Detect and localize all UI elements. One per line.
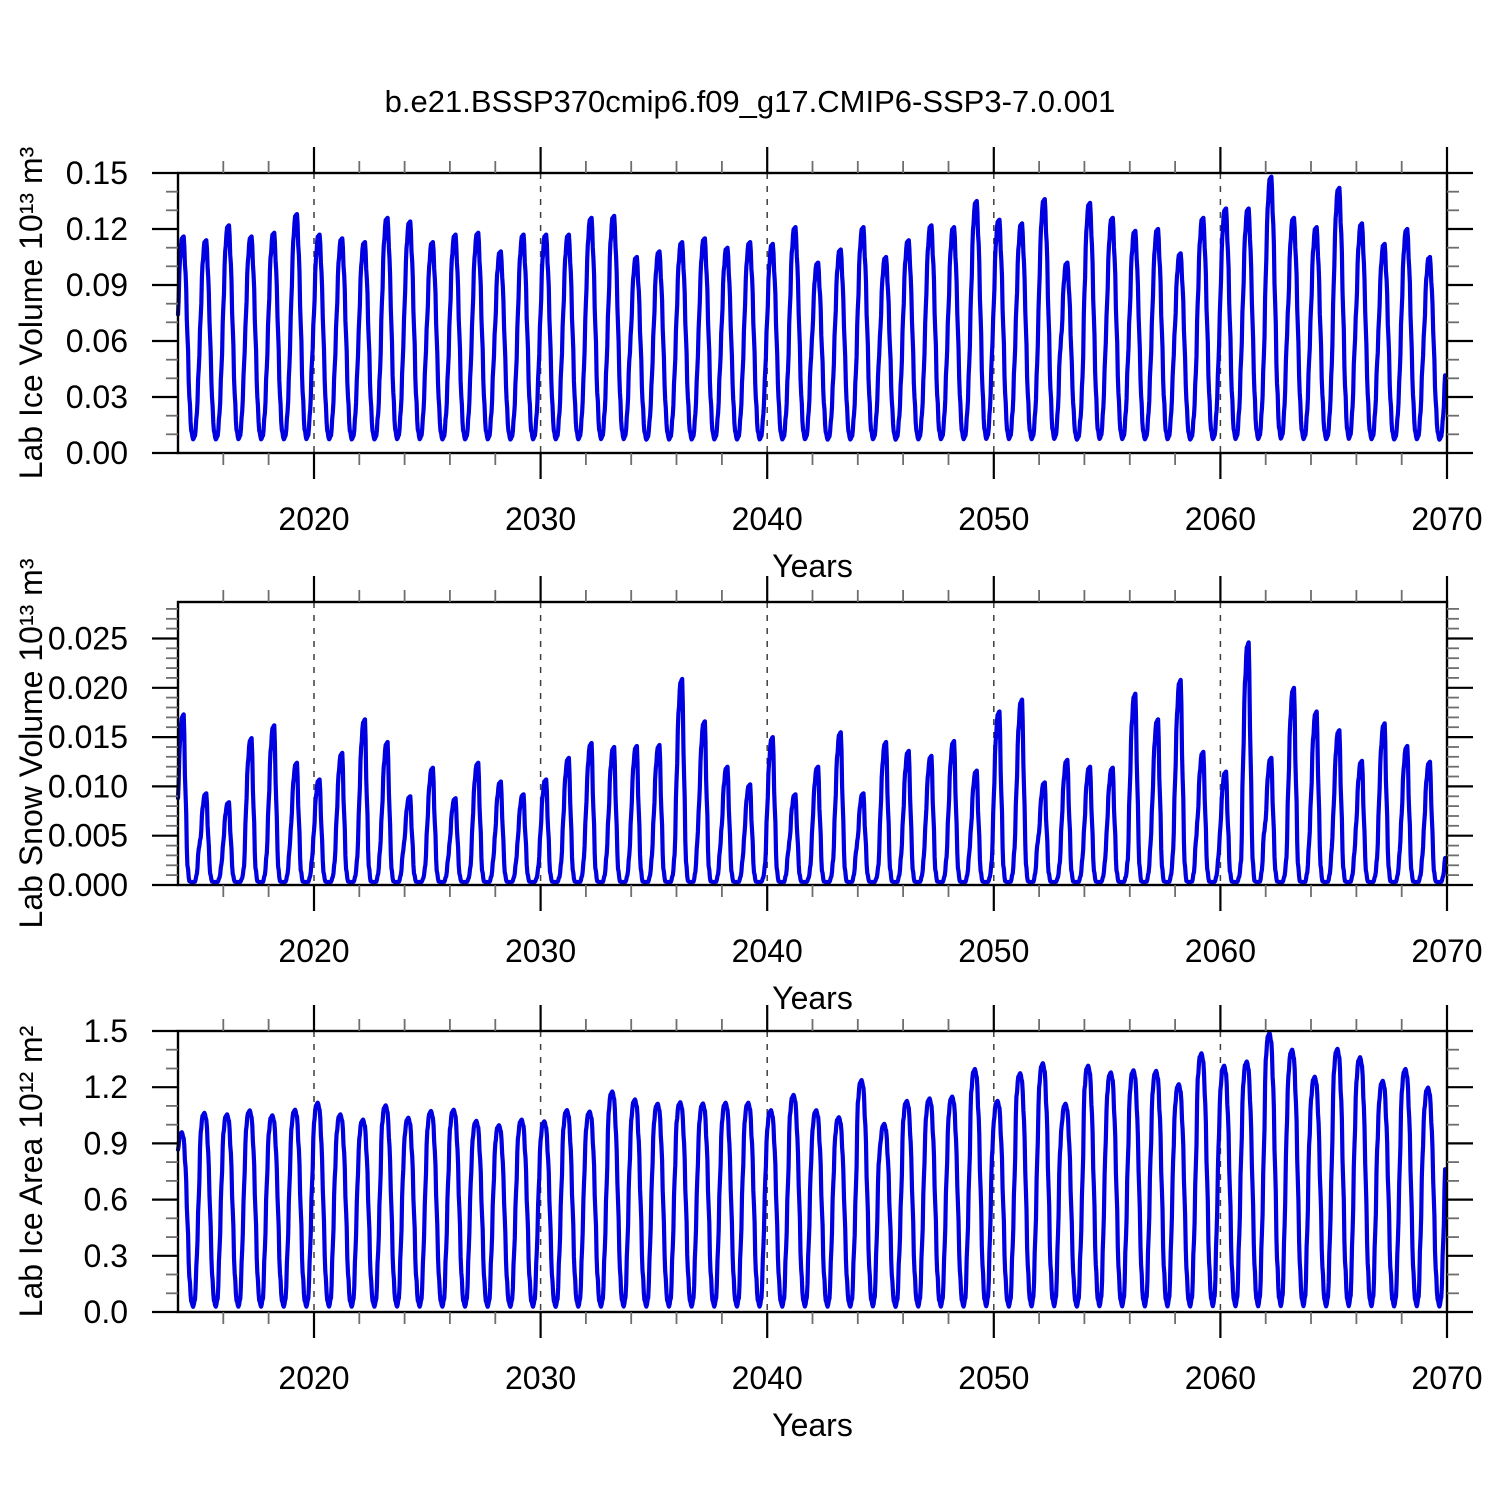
y-tick-label: 0.0 [84, 1294, 128, 1330]
series-line-ice-volume [175, 174, 1448, 442]
x-tick-label: 2020 [278, 501, 349, 537]
series-line-snow-volume [175, 640, 1448, 885]
x-tick-label: 2050 [958, 501, 1029, 537]
x-tick-label: 2040 [732, 933, 803, 969]
chart-title: b.e21.BSSP370cmip6.f09_g17.CMIP6-SSP3-7.… [385, 84, 1116, 119]
x-tick-label: 2020 [278, 1360, 349, 1396]
y-axis-label: Lab Snow Volume 10¹³ m³ [13, 558, 49, 928]
x-tick-label: 2040 [732, 1360, 803, 1396]
axes [152, 576, 1473, 911]
y-tick-label: 0.015 [48, 719, 128, 755]
panel-lab-ice-volume: 0.00 0.03 0.06 0.09 0.12 0.15 2020 2030 2040 2050… [13, 146, 1483, 584]
y-tick-label: 0.025 [48, 621, 128, 657]
x-tick-label: 2060 [1185, 1360, 1256, 1396]
y-tick-label: 0.6 [84, 1182, 128, 1218]
y-tick-label: 0.15 [66, 155, 128, 191]
x-tick-label: 2040 [732, 501, 803, 537]
x-tick-label: 2050 [958, 1360, 1029, 1396]
y-tick-label: 0.005 [48, 818, 128, 854]
x-tick-label: 2060 [1185, 501, 1256, 537]
gridlines [313, 1031, 1222, 1312]
y-tick-label: 0.00 [66, 435, 128, 471]
y-tick-label: 0.12 [66, 211, 128, 247]
series-line-ice-area [175, 1030, 1448, 1309]
y-tick-label: 0.010 [48, 768, 128, 804]
x-tick-label: 2060 [1185, 933, 1256, 969]
x-axis-label: Years [772, 980, 853, 1016]
y-tick-label: 0.06 [66, 323, 128, 359]
y-tick-label: 1.5 [84, 1013, 128, 1049]
x-axis-label: Years [772, 1407, 853, 1443]
y-tick-label: 0.09 [66, 267, 128, 303]
y-tick-label: 0.020 [48, 670, 128, 706]
x-tick-label: 2030 [505, 933, 576, 969]
panel-lab-snow-volume: 0.000 0.005 0.010 0.015 0.020 0.025 2020 2030 20… [13, 558, 1483, 1016]
x-tick-label: 2070 [1411, 933, 1482, 969]
axes [152, 1005, 1473, 1338]
x-axis-label: Years [772, 548, 853, 584]
axes [152, 147, 1473, 479]
x-tick-label: 2030 [505, 1360, 576, 1396]
y-tick-label: 1.2 [84, 1069, 128, 1105]
tick-labels: 0.000 0.005 0.010 0.015 0.020 0.025 2020 2030 20… [48, 621, 1483, 970]
y-tick-label: 0.000 [48, 867, 128, 903]
x-tick-label: 2070 [1411, 501, 1482, 537]
x-tick-label: 2020 [278, 933, 349, 969]
y-tick-label: 0.9 [84, 1125, 128, 1161]
y-axis-label: Lab Ice Area 10¹² m² [13, 1025, 49, 1317]
x-tick-label: 2030 [505, 501, 576, 537]
tick-labels: 0.00 0.03 0.06 0.09 0.12 0.15 2020 2030 2040 2050… [66, 155, 1483, 537]
y-axis-label: Lab Ice Volume 10¹³ m³ [13, 146, 49, 479]
x-tick-label: 2070 [1411, 1360, 1482, 1396]
x-tick-label: 2050 [958, 933, 1029, 969]
tick-labels: 0.0 0.3 0.6 0.9 1.2 1.5 2020 2030 2040 2050 2060 20… [84, 1013, 1483, 1396]
y-tick-label: 0.03 [66, 379, 128, 415]
panel-lab-ice-area: 0.0 0.3 0.6 0.9 1.2 1.5 2020 2030 2040 2050 2060 20… [13, 1005, 1483, 1443]
y-tick-label: 0.3 [84, 1238, 128, 1274]
